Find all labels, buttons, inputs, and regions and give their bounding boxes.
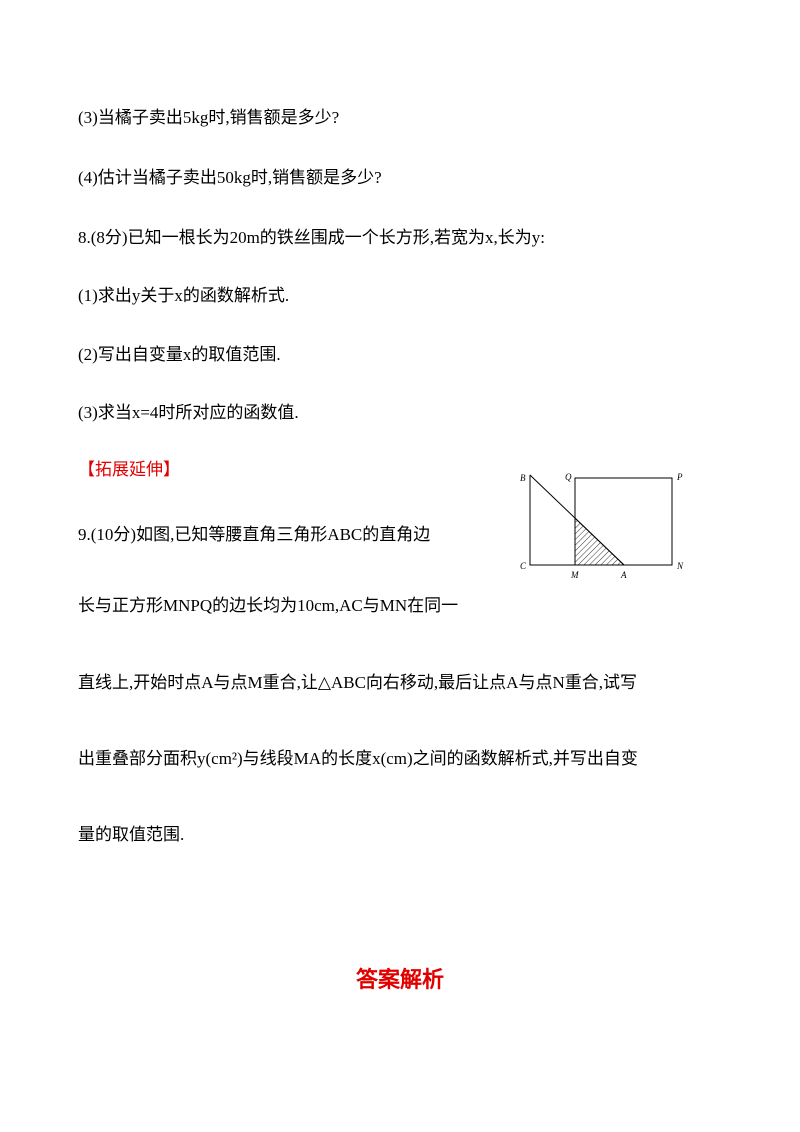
answer-heading: 答案解析 <box>355 968 444 993</box>
text-line: 9.(10分)如图,已知等腰直角三角形ABC的直角边 <box>78 525 431 544</box>
section-heading: 【拓展延伸】 <box>78 460 180 479</box>
text-line: 8.(8分)已知一根长为20m的铁丝围成一个长方形,若宽为x,长为y: <box>78 228 546 247</box>
point-label: P <box>676 472 683 482</box>
point-label: B <box>520 473 526 483</box>
text-line: (4)估计当橘子卖出50kg时,销售额是多少? <box>78 168 382 187</box>
point-label: M <box>570 570 579 580</box>
text-line: (1)求出y关于x的函数解析式. <box>78 286 290 305</box>
text-line: (3)求当x=4时所对应的函数值. <box>78 403 299 422</box>
text-line: (3)当橘子卖出5kg时,销售额是多少? <box>78 108 340 127</box>
point-label: A <box>620 570 627 580</box>
point-label: C <box>520 561 527 571</box>
point-label: N <box>676 561 684 571</box>
triangle <box>529 474 626 566</box>
text-line: 出重叠部分面积y(cm²)与线段MA的长度x(cm)之间的函数解析式,并写出自变 <box>78 749 638 768</box>
text-line: 长与正方形MNPQ的边长均为10cm,AC与MN在同一 <box>78 596 459 615</box>
text-line: 直线上,开始时点A与点M重合,让△ABC向右移动,最后让点A与点N重合,试写 <box>78 673 637 692</box>
text-line: (2)写出自变量x的取值范围. <box>78 345 281 364</box>
text-line: 量的取值范围. <box>78 825 185 844</box>
point-label: Q <box>565 472 572 482</box>
